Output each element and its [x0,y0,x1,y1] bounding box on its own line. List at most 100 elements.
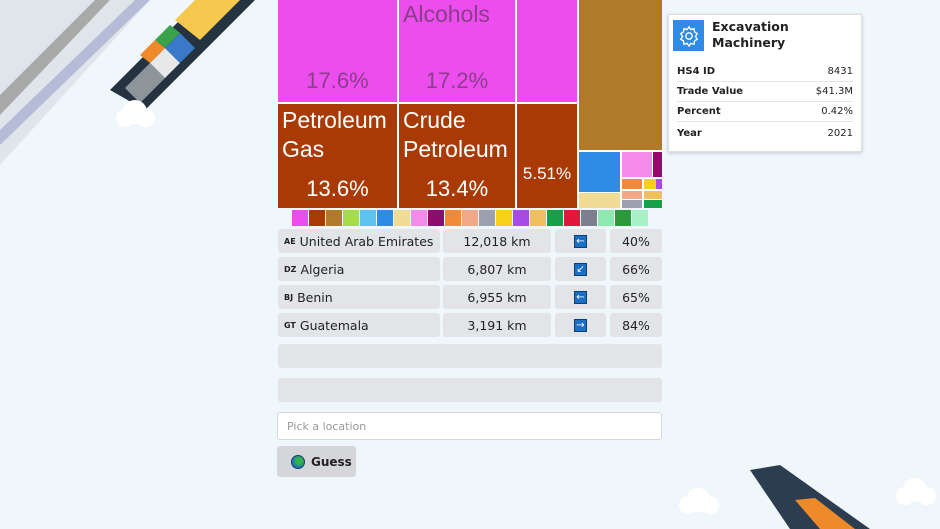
country-name: Algeria [300,261,345,277]
legend-category-icon[interactable] [343,210,359,226]
guess-row: AE United Arab Emirates 12,018 km ← 40% [278,229,662,253]
legend-category-icon[interactable] [411,210,427,226]
treemap-tile[interactable] [622,152,652,177]
treemap-tile[interactable] [579,193,620,208]
guess-direction: ↙ [555,257,606,281]
guess-distance: 6,807 km [443,257,551,281]
tooltip-title: Excavation Machinery [712,19,789,50]
tile-percent: 17.2% [425,68,489,93]
direction-arrow-icon: ← [574,290,587,304]
treemap-tile[interactable] [622,179,642,189]
guess-distance: 12,018 km [443,229,551,253]
legend-category-icon[interactable] [598,210,614,226]
globe-icon [291,454,305,469]
tile-percent: 5.51% [522,164,572,183]
guess-distance: 6,955 km [443,285,551,309]
guess-direction: ← [555,285,606,309]
tooltip-value: $41.3M [815,86,853,97]
guess-distance: 3,191 km [443,313,551,337]
country-code: AE [284,236,296,246]
guess-button[interactable]: Guess [277,446,356,477]
legend-category-icon[interactable] [309,210,325,226]
country-name: Benin [297,289,333,305]
treemap-tile[interactable] [656,179,662,189]
empty-guess-row [278,378,662,402]
treemap-tile[interactable]: 17.6% [278,0,397,102]
tooltip-value: 0.42% [821,106,853,117]
gear-icon [673,20,704,51]
treemap-tile[interactable]: Petroleum Gas 13.6% [278,104,397,208]
treemap-tile[interactable] [653,152,662,177]
country-name: Guatemala [299,317,369,333]
treemap-tile[interactable]: 5.51% [517,104,577,208]
tile-label: Petroleum Gas [282,107,387,162]
category-legend [292,210,648,226]
guess-proximity: 65% [610,285,662,309]
direction-arrow-icon: ↙ [574,262,587,276]
guess-country: GT Guatemala [278,313,440,337]
legend-category-icon[interactable] [428,210,444,226]
country-code: DZ [284,264,297,274]
legend-category-icon[interactable] [581,210,597,226]
direction-arrow-icon: ← [574,234,587,248]
tooltip-row: Year 2021 [677,123,853,143]
legend-category-icon[interactable] [462,210,478,226]
tile-label: Alcohols [403,1,490,27]
guess-row: DZ Algeria 6,807 km ↙ 66% [278,257,662,281]
guess-country: DZ Algeria [278,257,440,281]
tooltip-key: HS4 ID [677,66,716,77]
treemap-tile[interactable] [517,0,577,102]
treemap-tile[interactable] [579,152,620,192]
legend-category-icon[interactable] [445,210,461,226]
guess-button-label: Guess [311,454,352,469]
country-code: GT [284,320,296,330]
legend-category-icon[interactable] [360,210,376,226]
guess-proximity: 40% [610,229,662,253]
treemap-tile[interactable]: Alcohols 17.2% [399,0,515,102]
tooltip-row: Percent 0.42% [677,102,853,122]
tooltip-key: Trade Value [677,86,744,97]
cargo-ship-crane-illustration [0,0,255,165]
tile-percent: 17.6% [306,68,369,93]
legend-category-icon[interactable] [564,210,580,226]
legend-category-icon[interactable] [496,210,512,226]
treemap-tile[interactable] [622,191,642,199]
tooltip-row: HS4 ID 8431 [677,62,853,82]
treemap-tile[interactable] [622,200,642,208]
legend-category-icon[interactable] [615,210,631,226]
direction-arrow-icon: → [574,318,587,332]
legend-category-icon[interactable] [479,210,495,226]
guess-proximity: 66% [610,257,662,281]
tooltip-row: Trade Value $41.3M [677,82,853,102]
legend-category-icon[interactable] [530,210,546,226]
location-input[interactable] [277,412,662,440]
guess-row: GT Guatemala 3,191 km → 84% [278,313,662,337]
product-tooltip: Excavation Machinery HS4 ID 8431 Trade Va… [668,14,862,152]
treemap-tile[interactable] [644,191,662,199]
tile-percent: 13.4% [425,176,489,201]
guess-row: BJ Benin 6,955 km ← 65% [278,285,662,309]
legend-category-icon[interactable] [377,210,393,226]
empty-guess-row [278,344,662,368]
tile-label: Crude Petroleum [403,107,508,162]
treemap-tile[interactable] [644,200,662,208]
legend-category-icon[interactable] [292,210,308,226]
treemap-tile[interactable] [644,179,656,189]
treemap-tile[interactable] [579,0,662,150]
guess-direction: → [555,313,606,337]
guess-proximity: 84% [610,313,662,337]
tooltip-value: 8431 [827,66,853,77]
legend-category-icon[interactable] [547,210,563,226]
legend-category-icon[interactable] [394,210,410,226]
cargo-ship-illustration [679,465,936,529]
legend-category-icon[interactable] [326,210,342,226]
tile-percent: 13.6% [306,176,369,201]
guess-country: BJ Benin [278,285,440,309]
legend-category-icon[interactable] [513,210,529,226]
tooltip-value: 2021 [827,127,853,139]
country-name: United Arab Emirates [299,233,434,249]
legend-category-icon[interactable] [632,210,648,226]
tooltip-key: Percent [677,106,721,117]
country-code: BJ [284,292,294,302]
treemap-tile[interactable]: Crude Petroleum 13.4% [399,104,515,208]
